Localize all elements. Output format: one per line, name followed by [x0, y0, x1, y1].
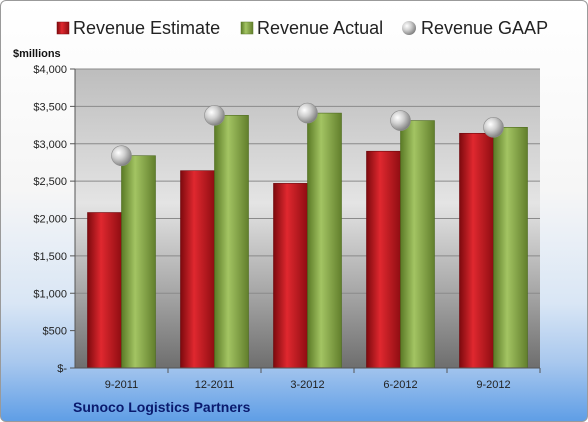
bar-revenue-actual — [214, 115, 249, 369]
bar-revenue-actual — [307, 112, 342, 369]
legend-label-estimate: Revenue Estimate — [73, 18, 220, 38]
legend-swatch-actual — [240, 21, 254, 35]
y-tick-label: $2,500 — [33, 176, 67, 188]
unit-label: $millions — [13, 48, 61, 60]
y-tick-label: $3,000 — [33, 139, 67, 151]
bar-revenue-estimate — [273, 183, 308, 369]
legend-swatch-gaap — [402, 21, 416, 35]
legend-label-actual: Revenue Actual — [257, 18, 383, 38]
bar-revenue-estimate — [366, 150, 401, 369]
marker-revenue-gaap — [390, 110, 411, 131]
legend: Revenue Estimate Revenue Actual Revenue … — [56, 18, 548, 38]
legend-item-gaap: Revenue GAAP — [402, 18, 548, 38]
bar-revenue-actual — [121, 155, 156, 369]
marker-revenue-gaap — [483, 117, 504, 138]
y-tick-label: $4,000 — [33, 64, 67, 76]
x-tick-label: 3-2012 — [290, 379, 324, 391]
y-tick-label: $500 — [43, 326, 67, 338]
x-tick-label: 6-2012 — [383, 379, 417, 391]
legend-item-actual: Revenue Actual — [240, 18, 383, 38]
y-tick-label: $1,500 — [33, 251, 67, 263]
y-tick-label: $- — [57, 363, 67, 375]
x-tick-label: 9-2012 — [476, 379, 510, 391]
bar-revenue-estimate — [459, 132, 494, 369]
bar-revenue-estimate — [87, 212, 122, 369]
marker-revenue-gaap — [297, 102, 318, 124]
marker-revenue-gaap — [204, 105, 225, 126]
y-tick-label: $3,500 — [33, 101, 67, 113]
bar-revenue-actual — [493, 127, 528, 369]
legend-swatch-estimate — [56, 21, 70, 35]
legend-item-estimate: Revenue Estimate — [56, 18, 220, 38]
company-name: Sunoco Logistics Partners — [73, 399, 251, 415]
bar-revenue-estimate — [180, 170, 215, 369]
marker-revenue-gaap — [111, 145, 132, 167]
x-tick-label: 12-2011 — [195, 379, 235, 391]
y-tick-label: $1,000 — [33, 288, 67, 300]
legend-label-gaap: Revenue GAAP — [421, 18, 548, 38]
x-tick-label: 9-2011 — [105, 379, 138, 391]
y-tick-label: $2,000 — [33, 214, 67, 226]
bar-revenue-actual — [400, 120, 435, 369]
